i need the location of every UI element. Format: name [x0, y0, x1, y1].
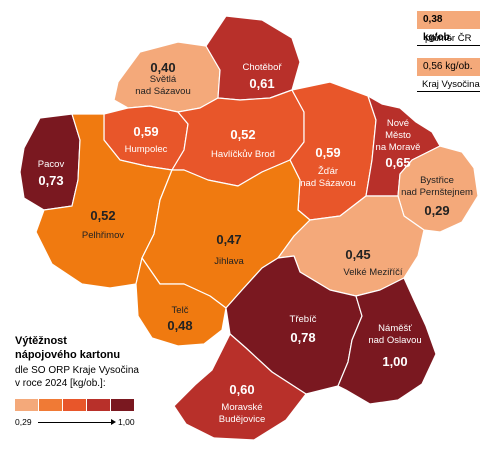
legend-arrow: [38, 419, 116, 425]
region-value-pelhrimov: 0,52: [90, 208, 115, 223]
legend-max-value: 1,00: [118, 417, 135, 427]
region-name-moravske-line1: Moravské: [221, 402, 262, 413]
region-value-moravske: 0,60: [229, 382, 254, 397]
region-namest[interactable]: [337, 277, 437, 405]
legend-swatch-1: [15, 399, 38, 411]
region-name-jihlava: Jihlava: [214, 256, 244, 267]
region-name-chotebor: Chotěboř: [242, 62, 282, 73]
region-value-humpolec: 0,59: [133, 124, 158, 139]
region-value-namest: 1,00: [382, 354, 407, 369]
regional-average-box: 0,56 kg/ob.: [417, 58, 480, 76]
regional-average-label: Kraj Vysočina: [422, 79, 480, 90]
region-name-trebic: Třebíč: [290, 314, 317, 325]
region-value-zdar: 0,59: [315, 145, 340, 160]
region-name-pacov: Pacov: [38, 159, 65, 170]
national-average-rule: [417, 45, 480, 46]
region-name-moravske-line2: Budějovice: [219, 414, 265, 425]
region-telc[interactable]: [135, 257, 227, 347]
region-name-bystrice-line1: Bystřice: [420, 175, 454, 186]
region-name-velke-mezirici: Velké Meziříčí: [343, 267, 402, 278]
legend-sub-line1: dle SO ORP Kraje Vysočina: [15, 365, 139, 376]
legend-swatch-2: [39, 399, 62, 411]
region-value-chotebor: 0,61: [249, 76, 274, 91]
legend-title-line1: Výtěžnost: [15, 335, 67, 347]
region-name-svetla-line2: nad Sázavou: [135, 86, 190, 97]
legend-sub-line2: v roce 2024 [kg/ob.]:: [15, 378, 106, 389]
region-name-nove-mesto-line1: Nové: [387, 118, 409, 129]
region-moravske[interactable]: [173, 333, 307, 441]
region-bystrice[interactable]: [397, 145, 479, 233]
legend-subtitle: dle SO ORP Kraje Vysočina v roce 2024 [k…: [15, 364, 139, 390]
legend-min-value: 0,29: [15, 417, 32, 427]
region-name-nove-mesto-line2: Město: [385, 130, 411, 141]
region-value-svetla: 0,40: [150, 60, 175, 75]
legend-title: Výtěžnost nápojového kartonu: [15, 334, 120, 362]
region-value-trebic: 0,78: [290, 330, 315, 345]
region-name-namest-line2: nad Oslavou: [368, 335, 421, 346]
region-name-telc: Telč: [172, 305, 189, 316]
regional-average-rule: [417, 91, 480, 92]
region-value-bystrice: 0,29: [424, 203, 449, 218]
national-average-label: průměr ČR: [425, 33, 472, 44]
legend-color-scale: [15, 399, 135, 411]
region-name-bystrice-line2: nad Pernštejnem: [401, 187, 473, 198]
legend-swatch-3: [63, 399, 86, 411]
legend-swatch-4: [87, 399, 110, 411]
region-value-nove-mesto: 0,65: [385, 155, 410, 170]
legend-title-line2: nápojového kartonu: [15, 349, 121, 361]
region-value-telc: 0,48: [167, 318, 192, 333]
region-name-zdar-line2: nad Sázavou: [300, 178, 355, 189]
region-name-havlickuv: Havlíčkův Brod: [211, 149, 275, 160]
region-name-svetla-line1: Světlá: [150, 74, 177, 85]
region-value-pacov: 0,73: [38, 173, 63, 188]
region-name-pelhrimov: Pelhřimov: [82, 230, 124, 241]
region-name-zdar-line1: Žďár: [318, 166, 338, 177]
region-value-jihlava: 0,47: [216, 232, 241, 247]
region-value-havlickuv: 0,52: [230, 127, 255, 142]
region-value-velke-mezirici: 0,45: [345, 247, 370, 262]
region-name-namest-line1: Náměšť: [378, 323, 412, 334]
legend-swatch-5: [111, 399, 134, 411]
national-average-box: 0,38 kg/ob.: [417, 11, 480, 43]
region-name-humpolec: Humpolec: [125, 144, 168, 155]
region-name-nove-mesto-line3: na Moravě: [376, 142, 421, 153]
